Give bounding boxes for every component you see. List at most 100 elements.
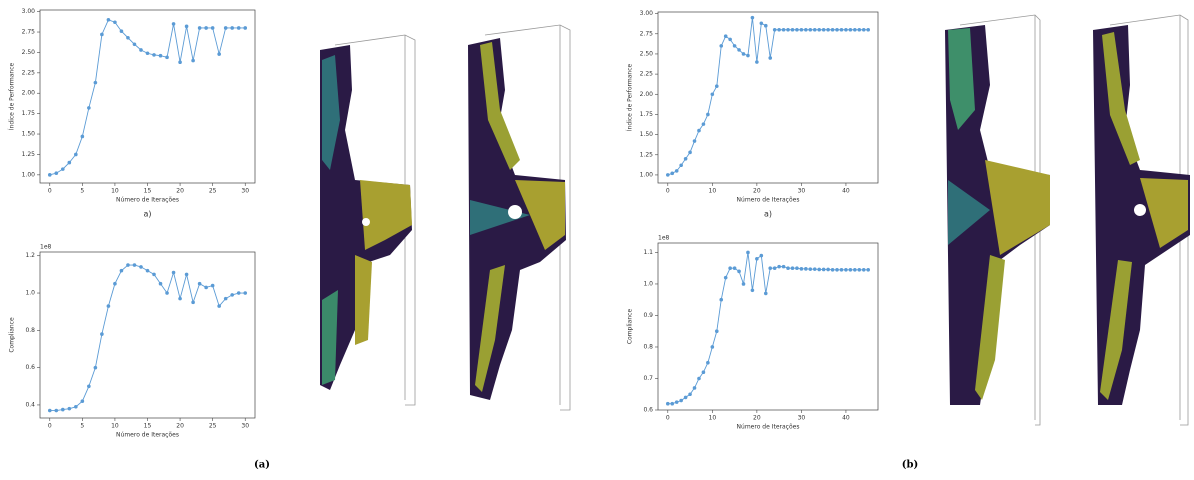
x-tick-label: 30 [798,188,806,195]
data-point [742,52,746,56]
x-tick-label: 5 [80,188,84,195]
data-point [760,254,764,258]
data-point [693,139,697,143]
plot-frame [658,12,878,183]
data-point [133,42,137,46]
y-tick-label: 2.25 [22,69,36,76]
chart-caption: a) [143,210,151,219]
data-line [668,18,868,175]
x-tick-label: 0 [666,415,670,422]
data-point [666,402,670,406]
x-axis-label: Número de Iterações [116,432,179,439]
data-point [719,298,723,302]
data-point [204,26,208,30]
data-point [813,267,817,271]
data-point [728,266,732,270]
data-point [764,292,768,296]
x-tick-label: 20 [753,188,761,195]
axis-offset-label: 1e8 [40,244,52,251]
data-point [751,288,755,292]
data-point [768,266,772,270]
chart-caption: a) [764,210,772,219]
data-point [675,400,679,404]
data-point [688,151,692,155]
data-point [724,276,728,280]
data-point [751,16,755,20]
data-point [666,173,670,177]
y-tick-label: 3.00 [640,10,654,17]
x-tick-label: 10 [111,188,119,195]
data-point [679,399,683,403]
data-point [800,28,804,32]
x-tick-label: 0 [48,423,52,430]
y-tick-label: 1.25 [22,151,36,158]
data-line [50,20,245,175]
y-tick-label: 0.6 [25,364,35,371]
data-point [817,268,821,272]
data-point [679,163,683,167]
render-b1 [945,15,1050,425]
data-point [68,407,72,411]
y-axis-label: Índice de Performance [9,63,16,131]
y-tick-label: 1.75 [22,110,36,117]
x-tick-label: 10 [709,188,717,195]
render-a1 [320,35,415,405]
data-point [733,44,737,48]
x-tick-label: 0 [48,188,52,195]
data-point [702,370,706,374]
data-point [237,26,241,30]
data-point [791,28,795,32]
y-tick-label: 1.25 [640,151,654,158]
data-point [719,44,723,48]
y-tick-label: 0.7 [643,375,653,382]
y-axis-label: Compliance [9,317,16,353]
data-point [146,51,150,55]
data-point [768,56,772,60]
data-point [243,291,247,295]
data-point [844,268,848,272]
panel-caption: (a) [254,460,270,471]
x-tick-label: 20 [176,423,184,430]
data-point [81,399,85,403]
data-point [224,26,228,30]
y-tick-label: 2.25 [640,71,654,78]
data-point [113,282,117,286]
data-point [840,28,844,32]
y-tick-label: 2.50 [22,49,36,56]
data-point [198,282,202,286]
data-point [782,265,786,269]
data-point [217,52,221,56]
data-point [764,24,768,28]
render-b2 [1093,15,1190,425]
data-point [835,268,839,272]
data-point [800,267,804,271]
y-tick-label: 0.4 [25,401,35,408]
data-point [822,268,826,272]
data-point [159,54,163,58]
data-point [688,392,692,396]
y-tick-label: 1.50 [640,131,654,138]
data-point [684,396,688,400]
data-point [849,28,853,32]
data-line [50,265,245,410]
data-point [835,28,839,32]
x-tick-label: 30 [241,423,249,430]
data-point [159,282,163,286]
data-point [755,60,759,64]
data-point [211,26,215,30]
data-point [711,92,715,96]
data-point [724,34,728,38]
data-point [139,48,143,52]
data-point [107,18,111,22]
x-axis-label: Número de Iterações [737,197,800,204]
data-point [693,386,697,390]
data-point [224,297,228,301]
data-point [74,153,78,157]
data-point [670,172,674,176]
data-point [760,21,764,25]
data-point [862,268,866,272]
data-point [684,157,688,161]
data-point [675,169,679,173]
data-point [795,266,799,270]
render-a2 [468,25,570,410]
